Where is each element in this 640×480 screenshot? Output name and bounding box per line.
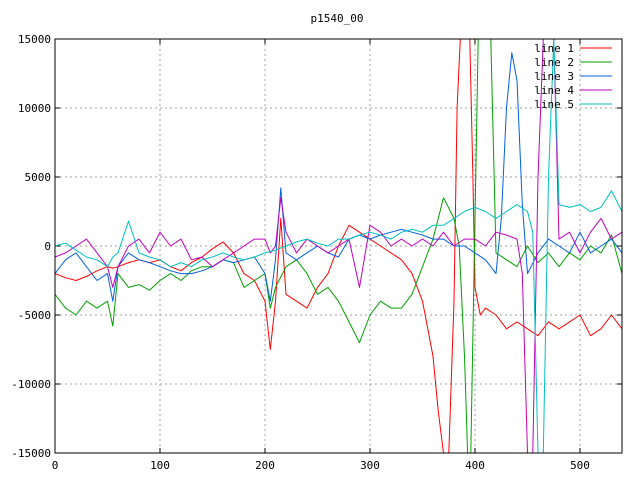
y-tick-label: 10000 [18, 102, 51, 115]
series-line-1 [55, 39, 622, 453]
x-tick-label: 200 [255, 459, 275, 472]
y-tick-label: -15000 [11, 447, 51, 460]
series-line-2 [55, 39, 622, 453]
legend-label: line 3 [534, 70, 574, 83]
x-tick-label: 100 [150, 459, 170, 472]
legend-label: line 5 [534, 98, 574, 111]
legend-label: line 4 [534, 84, 574, 97]
series-line-4 [55, 39, 622, 453]
y-tick-label: -5000 [18, 309, 51, 322]
chart-title: p1540_00 [311, 12, 364, 25]
series-line-3 [55, 52, 622, 302]
x-tick-label: 400 [465, 459, 485, 472]
x-tick-label: 0 [52, 459, 59, 472]
x-tick-label: 500 [570, 459, 590, 472]
plot-frame [54, 38, 623, 454]
series-lines [55, 39, 622, 453]
axis-tick-labels: 0 100 200 300 400 500 -15000 -10000 -5000 0 5000 10… [11, 33, 590, 472]
y-tick-label: 15000 [18, 33, 51, 46]
x-tick-label: 300 [360, 459, 380, 472]
y-tick-label: 5000 [25, 171, 52, 184]
legend-label: line 2 [534, 56, 574, 69]
y-tick-label: 0 [44, 240, 51, 253]
series-line-5 [55, 39, 622, 453]
legend-label: line 1 [534, 42, 574, 55]
y-tick-label: -10000 [11, 378, 51, 391]
